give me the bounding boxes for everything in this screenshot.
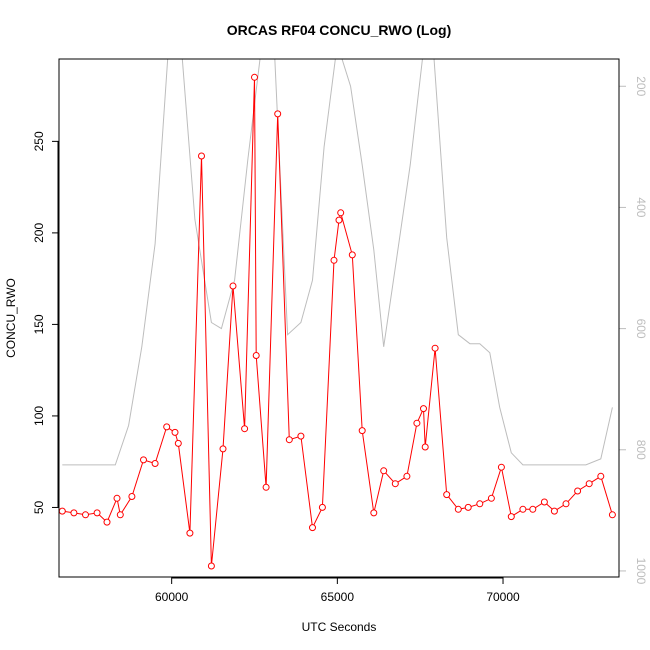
data-point	[431, 344, 439, 352]
y-tick-label: 250	[32, 131, 46, 151]
data-point	[70, 509, 78, 517]
data-point	[151, 460, 159, 467]
data-point	[113, 494, 121, 502]
secondary-series-line	[62, 59, 613, 466]
y-tick-label: 50	[32, 500, 46, 514]
x-tick-label: 65000	[321, 590, 355, 604]
data-point	[219, 445, 227, 453]
data-point	[140, 456, 147, 464]
data-point	[174, 439, 182, 447]
y2-tick-label: 200	[634, 76, 648, 96]
data-point	[330, 256, 338, 264]
data-point	[420, 405, 427, 413]
data-point	[574, 487, 582, 495]
data-point	[59, 507, 66, 515]
data-point	[519, 505, 527, 513]
data-point	[391, 480, 399, 488]
x-axis-label: UTC Seconds	[302, 620, 377, 634]
data-point	[251, 73, 258, 81]
y-tick-label: 150	[32, 314, 46, 334]
data-point	[370, 509, 378, 517]
data-point	[464, 503, 472, 511]
data-point	[186, 529, 194, 537]
data-point	[207, 562, 215, 570]
data-point	[348, 251, 356, 259]
y2-tick-label: 400	[634, 197, 648, 217]
data-point	[241, 425, 249, 433]
data-point	[93, 509, 101, 517]
data-point	[487, 494, 495, 502]
y2-tick-label: 600	[634, 319, 648, 339]
data-point	[443, 491, 451, 499]
plot-frame	[58, 58, 620, 578]
data-point	[529, 505, 537, 513]
data-point	[597, 472, 605, 480]
data-point	[337, 209, 345, 217]
data-point	[380, 467, 388, 475]
y2-tick-label: 1000	[634, 558, 648, 585]
data-point	[497, 463, 505, 471]
data-point	[608, 511, 616, 519]
data-point	[274, 110, 282, 118]
data-point	[198, 152, 205, 160]
chart-title: ORCAS RF04 CONCU_RWO (Log)	[227, 22, 452, 38]
data-point	[252, 352, 260, 359]
data-point	[309, 524, 316, 532]
data-point	[82, 511, 89, 519]
y-tick-label: 200	[32, 223, 46, 243]
data-point	[318, 503, 326, 511]
data-point	[163, 423, 171, 431]
x-tick-label: 70000	[486, 590, 520, 604]
data-point	[229, 282, 237, 290]
x-tick-label: 60000	[155, 590, 189, 604]
data-point	[585, 480, 593, 488]
data-point	[128, 493, 136, 500]
data-point	[413, 419, 421, 427]
data-point	[476, 500, 484, 508]
data-point	[507, 513, 515, 521]
data-point	[358, 427, 366, 435]
y2-tick-label: 800	[634, 440, 648, 460]
data-point	[454, 505, 462, 513]
data-point	[403, 472, 411, 480]
data-point	[540, 498, 548, 506]
data-point	[171, 428, 179, 436]
primary-series-line	[62, 77, 613, 567]
data-point	[421, 443, 429, 451]
data-point	[550, 507, 558, 515]
data-point	[562, 500, 570, 508]
data-point	[103, 518, 111, 526]
data-point	[116, 511, 124, 519]
data-point	[297, 432, 305, 440]
data-point	[262, 483, 270, 491]
y-axis-label: CONCU_RWO	[4, 278, 18, 358]
y-tick-label: 100	[32, 406, 46, 426]
data-point	[285, 436, 293, 444]
data-point	[335, 216, 343, 224]
